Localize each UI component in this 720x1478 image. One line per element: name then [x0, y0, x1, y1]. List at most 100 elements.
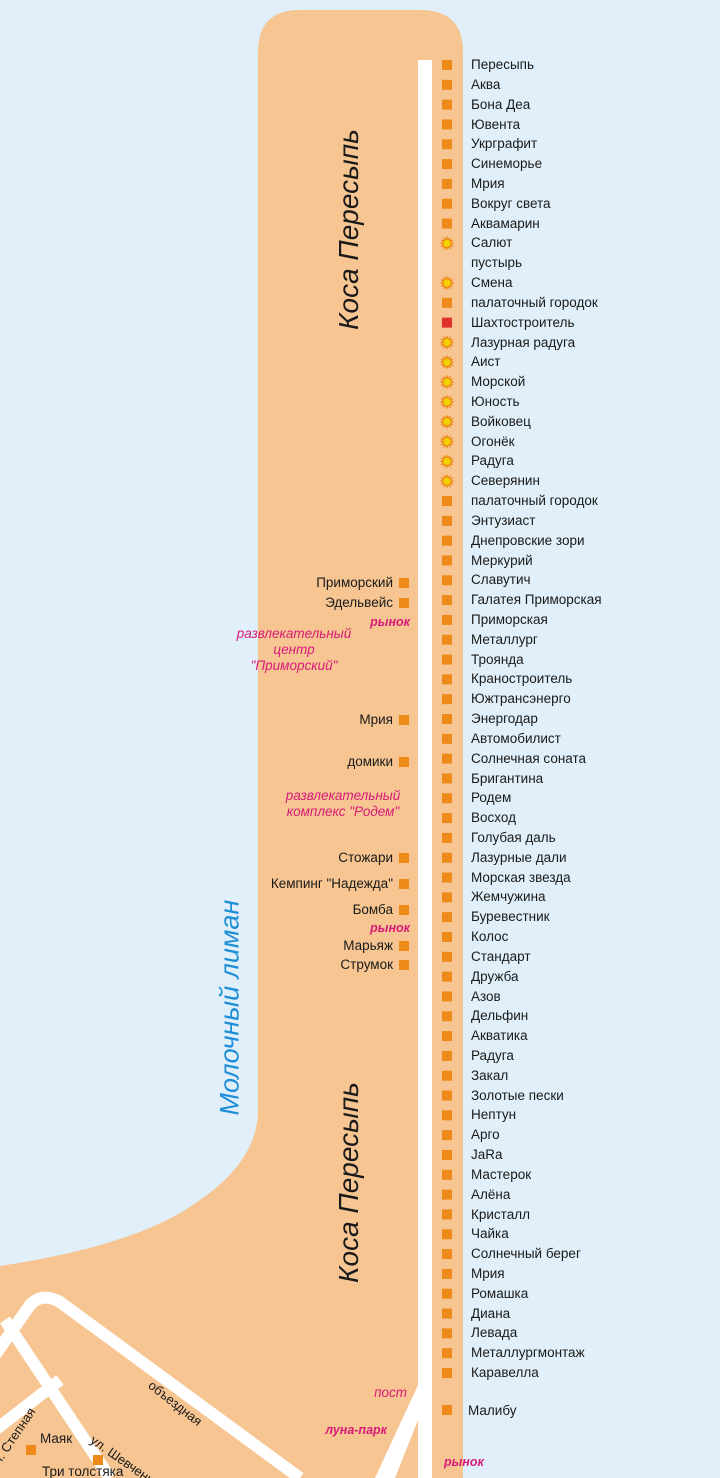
- camp-label: Днепровские зори: [471, 532, 585, 548]
- camp-label: Арго: [471, 1127, 500, 1143]
- orange-square-marker-icon: [442, 1150, 452, 1160]
- camp-label: Бона Деа: [471, 96, 531, 112]
- orange-square-marker-icon: [442, 1229, 452, 1240]
- orange-square-marker-icon: [442, 159, 452, 170]
- sun-star-marker-icon: [439, 275, 455, 291]
- spit-main-road: [418, 60, 432, 1478]
- orange-square-marker-icon: [442, 555, 452, 566]
- sun-star-marker-icon: [439, 414, 455, 430]
- camp-label: Троянда: [471, 651, 524, 667]
- left-place-label: Приморский: [316, 575, 393, 590]
- camp-label: Мрия: [471, 175, 505, 191]
- camp-label: Дружба: [471, 968, 519, 984]
- orange-square-marker-icon: [442, 1405, 452, 1415]
- market-label-3: рынок: [444, 1455, 484, 1469]
- orange-square-marker-icon: [442, 694, 452, 705]
- orange-square-marker-icon: [442, 951, 452, 962]
- orange-square-marker-icon: [442, 1090, 452, 1101]
- red-square-marker-icon: [442, 317, 452, 328]
- orange-square-marker-icon: [442, 496, 452, 506]
- entertainment-complex-label: развлекательный комплекс "Родем": [272, 788, 414, 820]
- camp-label: Юность: [471, 393, 520, 409]
- camp-label: Бригантина: [471, 770, 544, 786]
- ent-complex-line-2: комплекс "Родем": [286, 804, 400, 819]
- orange-square-marker-icon: [442, 733, 452, 744]
- camp-label: Краностроитель: [471, 671, 573, 687]
- camp-label: Металлург: [471, 631, 538, 647]
- camp-label: Галатея Приморская: [471, 592, 602, 608]
- orange-square-marker-icon: [442, 297, 452, 308]
- sun-star-marker-icon: [439, 453, 455, 469]
- camp-label: Акватика: [471, 1028, 528, 1044]
- left-place-label: домики: [347, 754, 393, 769]
- camp-label: JaRa: [471, 1147, 503, 1162]
- orange-square-marker-icon: [399, 879, 409, 889]
- orange-square-marker-icon: [442, 753, 452, 764]
- camp-label: Аква: [471, 76, 501, 92]
- camp-label: Пересыпь: [471, 57, 535, 72]
- post-label: пост: [374, 1385, 407, 1400]
- orange-square-marker-icon: [399, 757, 409, 767]
- camp-label: Меркурий: [471, 552, 533, 568]
- market-label-2: рынок: [370, 921, 410, 935]
- camp-label: пустырь: [471, 255, 523, 271]
- camp-label: Огонёк: [471, 433, 515, 449]
- left-place-label: Стожари: [338, 850, 393, 865]
- camp-label: Солнечная соната: [471, 750, 587, 766]
- ent-center-line-1: развлекательный: [236, 626, 352, 641]
- entertainment-center-label: развлекательный центр "Приморский": [226, 626, 362, 674]
- orange-square-marker-icon: [399, 960, 409, 970]
- orange-square-marker-icon: [442, 79, 452, 90]
- left-place-label: Кемпинг "Надежда": [270, 876, 393, 891]
- camp-label: Смена: [471, 275, 513, 290]
- orange-square-marker-icon: [442, 595, 452, 606]
- orange-square-marker-icon: [442, 832, 452, 843]
- camp-label: Лазурные дали: [471, 849, 567, 865]
- orange-square-marker-icon: [442, 714, 452, 724]
- orange-square-marker-icon: [442, 634, 452, 645]
- orange-square-marker-icon: [442, 1050, 452, 1061]
- camp-label: Металлургмонтаж: [471, 1345, 585, 1361]
- orange-square-marker-icon: [399, 578, 409, 588]
- sun-star-marker-icon: [439, 235, 455, 251]
- sun-star-marker-icon: [439, 473, 455, 489]
- orange-square-marker-icon: [399, 941, 409, 951]
- camp-label: Буревестник: [471, 909, 550, 925]
- orange-square-marker-icon: [442, 773, 452, 784]
- orange-square-marker-icon: [442, 1268, 452, 1279]
- camp-label: Родем: [471, 790, 512, 806]
- orange-square-marker-icon: [442, 198, 452, 209]
- camp-label: Салют: [471, 235, 513, 251]
- camp-label: Стандарт: [471, 948, 531, 964]
- camp-label: Мастерок: [471, 1166, 532, 1182]
- orange-square-marker-icon: [442, 1249, 452, 1260]
- camp-label: Войковец: [471, 413, 531, 429]
- camp-label: Аист: [471, 354, 501, 370]
- camp-label: Шахтостроитель: [471, 314, 575, 330]
- camp-label: Аквамарин: [471, 215, 540, 231]
- tri-tolstyaka-label: Три толстяка: [42, 1464, 124, 1478]
- orange-square-marker-icon: [442, 178, 452, 189]
- left-place-label: Марьяж: [343, 938, 393, 953]
- spit-label-top: Коса Пересыпь: [333, 129, 364, 330]
- camp-label: Синеморье: [471, 156, 543, 172]
- left-place-label: Эдельвейс: [325, 595, 393, 610]
- orange-square-marker-icon: [442, 1209, 452, 1220]
- orange-square-marker-icon: [442, 1189, 452, 1200]
- camp-label: Южтрансэнерго: [471, 691, 571, 707]
- camp-label: Морская звезда: [471, 869, 571, 885]
- orange-square-marker-icon: [442, 99, 452, 110]
- ent-center-line-2: центр: [273, 642, 315, 657]
- shevchenko-road: [0, 1375, 64, 1434]
- bypass-road: [0, 1291, 304, 1478]
- orange-square-marker-icon: [442, 793, 452, 804]
- orange-square-marker-icon: [442, 932, 452, 942]
- camp-label: Энтузиаст: [471, 512, 536, 528]
- lake-label: Молочный лиман: [214, 899, 245, 1116]
- sun-star-marker-icon: [439, 334, 455, 350]
- camp-label: Морской: [471, 374, 526, 390]
- orange-square-marker-icon: [442, 1070, 452, 1081]
- left-place-label: Бомба: [352, 902, 393, 917]
- camp-label: Алёна: [471, 1186, 511, 1202]
